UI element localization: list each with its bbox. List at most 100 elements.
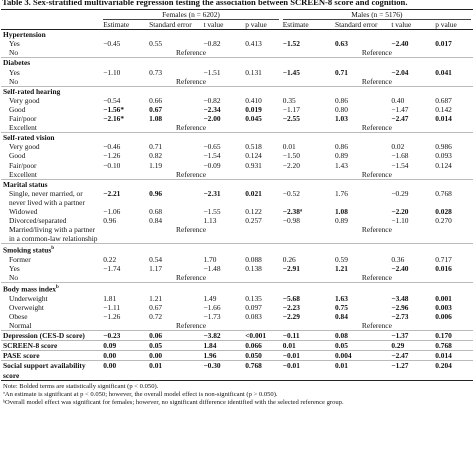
- cell: −2.91: [282, 264, 300, 273]
- reference: Reference: [361, 169, 392, 179]
- row-label: Overweight: [9, 302, 44, 312]
- cell: −2.40: [391, 39, 409, 49]
- data-row: Single, never married, or never lived wi…: [1, 189, 473, 207]
- cell: [389, 85, 434, 96]
- cell: 1.21: [149, 293, 163, 303]
- column-label: p value: [433, 20, 473, 31]
- row-label: Obese: [9, 311, 28, 321]
- cell: −0.82: [203, 39, 221, 49]
- cell: [243, 85, 281, 96]
- cell: −0.98: [282, 216, 300, 226]
- reference: Reference: [176, 48, 206, 58]
- cell: [280, 57, 333, 68]
- note: Note: Bolded terms are statistically sig…: [3, 382, 159, 390]
- section-label: Smoking statusb: [1, 243, 102, 255]
- cell: −1.56*: [103, 104, 125, 114]
- cell: [201, 243, 244, 255]
- cell: −0.29: [391, 188, 409, 198]
- note: ᵇOverall model effect was significant fo…: [3, 398, 344, 406]
- cell: 1.49: [203, 293, 217, 303]
- row-label: Very good: [9, 95, 40, 105]
- group-label: Males (n = 5176): [282, 10, 471, 21]
- cell: 0.014: [433, 350, 473, 361]
- row-label: Normal: [9, 321, 32, 331]
- row-label: Excellent: [9, 169, 37, 179]
- data-row: Yes −1.74 1.17 −1.48 0.138 −2.91 1.21 −2.40 0.01…: [1, 264, 473, 273]
- cell: 0.124: [245, 151, 262, 161]
- row-label: Single, never married, or never lived wi…: [9, 188, 85, 207]
- cell: −2.73: [391, 311, 409, 321]
- row-label: Yes: [9, 67, 20, 77]
- reference: Reference: [176, 76, 206, 86]
- column-header: Estimate Standard error t value p value Esti…: [1, 20, 473, 31]
- cell: −2.38ª: [282, 206, 303, 216]
- cell: 1.70: [203, 254, 217, 264]
- data-row: Former 0.22 0.54 1.70 0.088 0.26 0.59 0.36 0.717: [1, 255, 473, 264]
- cell: 0.08: [332, 330, 390, 341]
- data-row: Excellent Reference Reference: [1, 170, 473, 180]
- cell: 0.00: [101, 350, 148, 361]
- cell: 0.170: [433, 330, 473, 341]
- cell: 0.22: [103, 254, 117, 264]
- section-row: Self-rated vision: [1, 132, 473, 143]
- cell: 0.86: [334, 95, 348, 105]
- cell: 1.63: [334, 293, 348, 303]
- cell: −2.47: [389, 350, 434, 361]
- cell: 0.89: [334, 151, 348, 161]
- cell: 0.045: [245, 114, 262, 124]
- cell: 0.413: [245, 39, 262, 49]
- cell: 0.96: [103, 216, 117, 226]
- label-text: Smoking status: [3, 245, 52, 255]
- cell: −0.45: [103, 39, 121, 49]
- section-label: Self-rated hearing: [1, 85, 102, 96]
- table-title: Table 3. Sex-stratified multivariable re…: [2, 0, 408, 7]
- cell: 0.06: [147, 330, 202, 341]
- cell: 0.097: [245, 302, 262, 312]
- cell: 0.093: [435, 151, 452, 161]
- cell: 0.00: [147, 350, 202, 361]
- cell: 0.09: [101, 340, 148, 351]
- cell: 1.96: [201, 350, 244, 361]
- cell: [433, 85, 473, 96]
- cell: −1.54: [391, 160, 409, 170]
- cell: 0.088: [245, 254, 262, 264]
- cell: 0.204: [433, 360, 473, 381]
- data-row: Widowed −1.06 0.68 −1.55 0.122 −2.38ª 1.08 −2.2…: [1, 207, 473, 216]
- footnote-mark: b: [51, 246, 55, 252]
- cell: −2.29: [282, 311, 300, 321]
- cell: 1.21: [334, 264, 348, 273]
- cell: −1.26: [103, 151, 121, 161]
- cell: 0.138: [245, 264, 262, 273]
- data-row: Excellent Reference Reference: [1, 123, 473, 133]
- reference: Reference: [176, 169, 206, 179]
- cell: −1.11: [103, 302, 121, 312]
- cell: 1.08: [149, 114, 163, 124]
- reference: Reference: [361, 48, 392, 58]
- cell: −2.55: [282, 114, 300, 124]
- label-text: Depression (CES-D score): [3, 331, 85, 341]
- row-label: Yes: [9, 39, 20, 49]
- data-row: Fair/poor −0.10 1.19 −0.09 0.931 −2.20 1.43 −1.…: [1, 161, 473, 170]
- section-row: Depression (CES-D score) −0.23 0.06 −3.82 <0…: [1, 330, 473, 341]
- cell: [389, 243, 434, 255]
- cell: [280, 85, 333, 96]
- reference: Reference: [176, 321, 206, 331]
- cell: 0.768: [433, 340, 473, 351]
- cell: [101, 178, 148, 189]
- column-label: Standard error: [147, 20, 202, 31]
- cell: 0.768: [243, 360, 281, 381]
- cell: 0.142: [435, 104, 452, 114]
- section-row: Social support availability score 0.00 0.0…: [1, 360, 473, 381]
- cell: 0.84: [334, 311, 348, 321]
- cell: [147, 57, 202, 68]
- cell: 0.017: [435, 39, 452, 49]
- row-label: Fair/poor: [9, 160, 37, 170]
- cell: −1.66: [203, 302, 221, 312]
- row-label: Widowed: [9, 206, 38, 216]
- cell: 0.05: [147, 340, 202, 351]
- cell: 0.72: [149, 311, 163, 321]
- cell: −0.11: [280, 330, 333, 341]
- reference: Reference: [176, 123, 206, 133]
- cell: 0.89: [334, 216, 348, 226]
